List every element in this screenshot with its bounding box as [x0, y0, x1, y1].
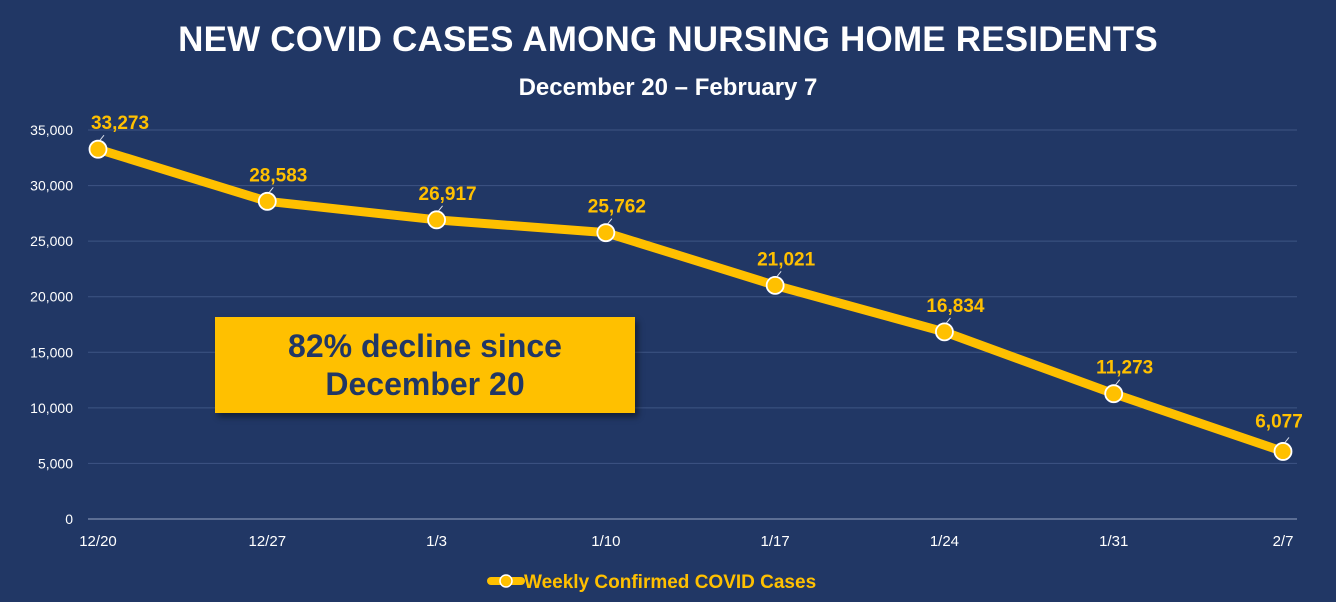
x-tick-label: 1/3 — [426, 533, 447, 550]
data-points — [88, 139, 1293, 461]
series-line — [93, 144, 1288, 456]
data-label: 6,077 — [1255, 411, 1303, 432]
data-label-leader — [268, 187, 274, 193]
data-point — [88, 139, 108, 159]
data-point — [427, 210, 446, 230]
y-tick-label: 25,000 — [30, 233, 73, 249]
gridlines — [88, 129, 1297, 520]
data-label: 21,021 — [757, 249, 816, 270]
data-point — [1104, 384, 1124, 404]
x-tick-label: 1/10 — [591, 533, 620, 550]
x-tick-label: 12/27 — [249, 533, 287, 550]
data-point — [257, 191, 277, 211]
chart-subtitle: December 20 – February 7 — [518, 74, 818, 101]
y-tick-label: 30,000 — [30, 178, 73, 194]
data-label-leader — [1284, 437, 1290, 443]
data-label: 28,583 — [249, 165, 307, 186]
y-tick-label: 35,000 — [30, 122, 73, 138]
legend-marker — [499, 574, 513, 588]
legend-label: Weekly Confirmed COVID Cases — [524, 572, 816, 593]
data-label: 16,834 — [926, 296, 985, 317]
x-tick-label: 1/17 — [761, 533, 790, 550]
y-tick-label: 10,000 — [30, 400, 73, 416]
y-tick-label: 0 — [65, 511, 73, 527]
x-tick-label: 2/7 — [1273, 533, 1294, 550]
data-label-leader — [946, 317, 951, 324]
y-tick-label: 20,000 — [30, 289, 73, 305]
x-axis-ticks: 12/20 12/27 1/3 1/10 1/17 1/24 1/31 2/7 — [79, 533, 1293, 550]
data-label-leader — [1115, 379, 1121, 386]
series-line-layer — [93, 144, 1288, 456]
data-label-leader — [776, 271, 782, 277]
x-tick-label: 12/20 — [79, 533, 117, 550]
data-point — [935, 322, 954, 342]
data-label: 33,273 — [91, 113, 149, 134]
data-point — [596, 223, 616, 243]
callout-line-2: December 20 — [325, 366, 525, 402]
data-label-leader — [438, 205, 443, 212]
legend: Weekly Confirmed COVID Cases — [487, 572, 816, 593]
y-tick-label: 5,000 — [38, 455, 73, 471]
data-label: 25,762 — [588, 197, 646, 218]
decline-callout: 82% decline since December 20 — [215, 317, 635, 413]
data-labels: 33,273 28,583 26,917 25,762 21,021 16,834 11,2… — [91, 113, 1303, 443]
y-tick-label: 15,000 — [30, 344, 73, 360]
chart-title: NEW COVID CASES AMONG NURSING HOME RESID… — [178, 20, 1158, 59]
callout-line-1: 82% decline since — [288, 328, 562, 364]
x-tick-label: 1/24 — [930, 533, 959, 550]
y-axis-ticks: 0 5,000 10,000 15,000 20,000 25,000 30,000 35,0… — [30, 122, 73, 527]
data-label: 26,917 — [419, 184, 477, 205]
data-label-leader — [607, 218, 613, 224]
data-point — [765, 275, 785, 295]
x-tick-label: 1/31 — [1099, 533, 1128, 550]
data-point — [1273, 442, 1293, 461]
data-label-leader — [99, 134, 105, 141]
data-label: 11,273 — [1096, 358, 1153, 379]
